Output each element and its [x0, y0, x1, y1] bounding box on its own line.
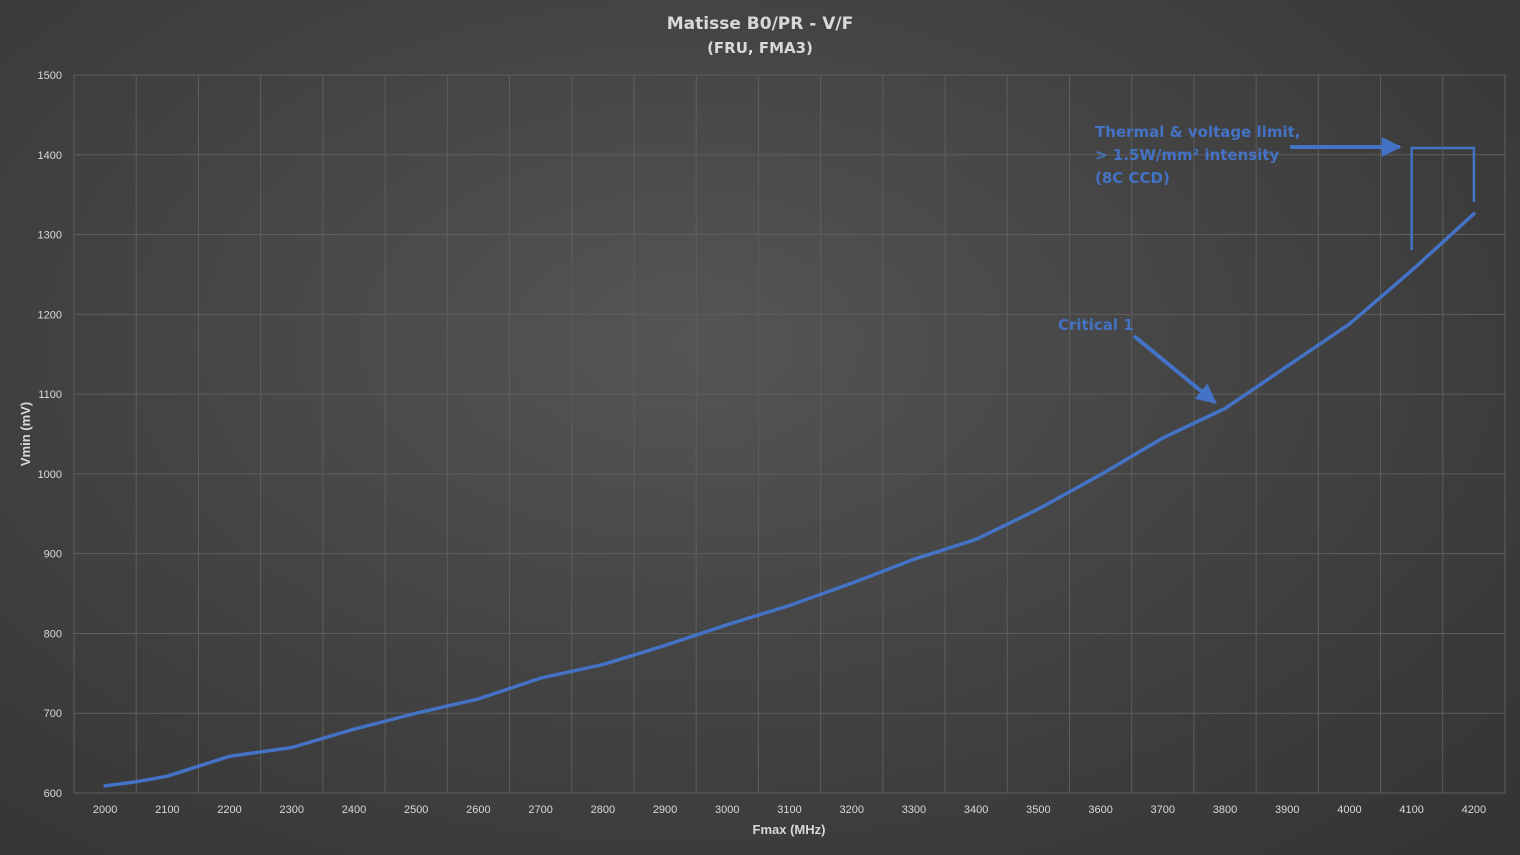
x-tick-label: 2100 — [155, 804, 179, 816]
x-tick-label: 3300 — [902, 804, 926, 816]
data-point — [912, 557, 916, 561]
y-tick-label: 600 — [44, 788, 62, 800]
data-point — [601, 662, 605, 667]
x-axis-ticks: 2000 2100 2200 2300 2400 2500 2600 2700 2800 2900… — [93, 804, 1486, 816]
y-tick-label: 1100 — [38, 389, 62, 401]
data-point — [227, 754, 232, 758]
annotation-thermal-label: Thermal & voltage limit, — [1095, 123, 1300, 141]
data-point — [352, 727, 356, 731]
chart-title: Matisse B0/PR - V/F — [667, 14, 853, 34]
y-tick-label: 1400 — [38, 150, 62, 162]
x-tick-label: 3600 — [1088, 804, 1112, 816]
x-tick-label: 2000 — [93, 804, 117, 816]
data-point — [539, 676, 543, 680]
data-point — [1161, 436, 1165, 440]
data-point — [290, 745, 294, 750]
x-tick-label: 3200 — [839, 804, 863, 816]
y-tick-label: 1000 — [38, 469, 62, 481]
x-tick-label: 2300 — [280, 804, 304, 816]
data-point — [414, 711, 418, 715]
x-tick-label: 2400 — [342, 804, 366, 816]
data-point — [1285, 364, 1289, 368]
data-point — [1098, 473, 1103, 477]
data-point — [103, 784, 107, 788]
y-tick-label: 1200 — [38, 309, 62, 321]
x-tick-label: 4000 — [1337, 804, 1361, 816]
x-tick-label: 4100 — [1399, 804, 1423, 816]
x-tick-label: 2200 — [217, 804, 241, 816]
data-point — [1410, 268, 1414, 273]
x-tick-label: 2600 — [466, 804, 490, 816]
y-tick-label: 900 — [44, 549, 62, 561]
grid — [73, 74, 1506, 794]
data-point — [165, 774, 169, 778]
data-point — [725, 623, 729, 627]
chart-subtitle: (FRU, FMA3) — [707, 39, 813, 57]
data-point — [1472, 212, 1476, 216]
data-point — [850, 581, 854, 585]
data-point — [1223, 406, 1227, 411]
annotation-thermal-label: > 1.5W/mm² intensity — [1095, 146, 1280, 164]
data-point — [1036, 507, 1040, 511]
y-tick-label: 800 — [44, 628, 62, 640]
series-line — [103, 212, 1476, 788]
x-tick-label: 2500 — [404, 804, 428, 816]
x-tick-label: 3400 — [964, 804, 988, 816]
x-tick-label: 3700 — [1151, 804, 1175, 816]
annotation-critical-arrow — [1132, 334, 1217, 405]
annotation-thermal-label: (8C CCD) — [1095, 169, 1170, 187]
data-point — [787, 603, 792, 608]
y-tick-label: 700 — [44, 708, 62, 720]
data-point — [1347, 322, 1352, 326]
x-tick-label: 4200 — [1462, 804, 1486, 816]
x-tick-label: 3800 — [1213, 804, 1237, 816]
y-tick-label: 1300 — [38, 230, 62, 242]
x-tick-label: 3900 — [1275, 804, 1299, 816]
y-tick-label: 1500 — [38, 70, 62, 82]
x-axis-title: Fmax (MHz) — [753, 822, 826, 837]
y-axis-title: Vmin (mV) — [18, 402, 33, 466]
y-axis-ticks: 600 700 800 900 1000 1100 1200 1300 1400 1500 — [38, 70, 62, 800]
x-tick-label: 3500 — [1026, 804, 1050, 816]
data-point — [134, 780, 138, 784]
x-tick-label: 2900 — [653, 804, 677, 816]
x-tick-label: 3100 — [777, 804, 801, 816]
data-point — [974, 537, 978, 541]
annotation-critical-label: Critical 1 — [1058, 316, 1134, 334]
x-tick-label: 2800 — [591, 804, 615, 816]
series-layer — [103, 212, 1476, 788]
data-point — [476, 697, 481, 701]
x-tick-label: 3000 — [715, 804, 739, 816]
x-tick-label: 2700 — [528, 804, 552, 816]
annotations: Critical 1 Thermal & voltage limit, > 1.5W… — [1058, 123, 1476, 405]
annotation-thermal-bracket — [1410, 146, 1476, 250]
data-point — [663, 643, 667, 648]
